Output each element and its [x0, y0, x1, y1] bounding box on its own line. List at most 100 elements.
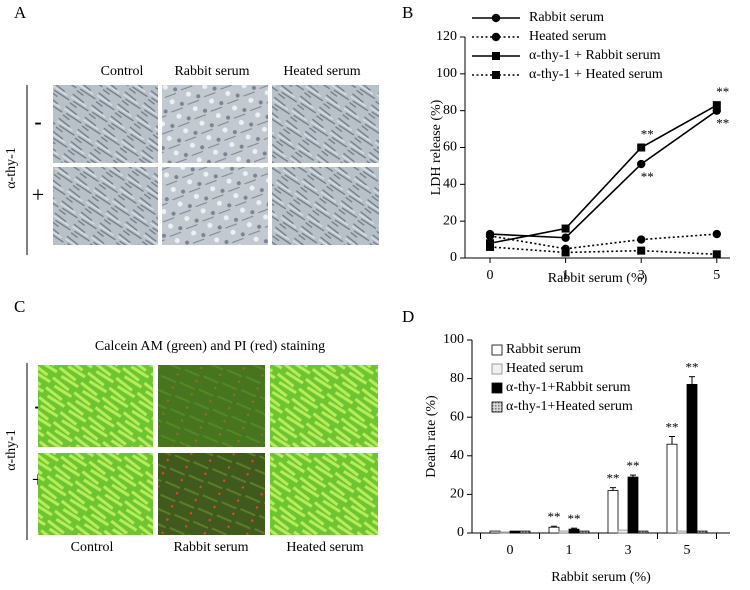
x-axis-label: Rabbit serum (%)	[548, 271, 648, 286]
micrograph	[38, 453, 153, 535]
row-label: -	[34, 109, 41, 134]
column-label: Heated serum	[286, 540, 363, 555]
marker	[637, 159, 646, 169]
micrograph	[38, 365, 153, 447]
micrograph	[53, 85, 158, 163]
significance: **	[716, 84, 729, 99]
marker	[637, 246, 646, 255]
legend-label: Heated serum	[506, 361, 583, 376]
legend-swatch	[491, 401, 503, 413]
legend-marker	[492, 71, 500, 79]
bar	[686, 383, 698, 534]
x-axis-label: Rabbit serum (%)	[551, 570, 651, 585]
line	[489, 104, 718, 245]
column-label: Rabbit serum	[174, 64, 249, 79]
x-tick-label: 5	[684, 543, 691, 558]
column-label: Heated serum	[283, 64, 360, 79]
bar	[509, 530, 521, 534]
x-tick-label: 3	[638, 268, 645, 283]
bar	[637, 530, 649, 534]
panel-letter: B	[402, 3, 413, 22]
y-tick-label: 40	[450, 448, 464, 463]
legend-marker	[491, 13, 501, 23]
y-tick-label: 100	[443, 332, 464, 347]
y-axis-label: LDH release (%)	[429, 99, 444, 195]
micrograph	[162, 167, 268, 245]
micrograph	[270, 453, 378, 535]
y-tick-label: 0	[450, 250, 457, 265]
bar	[627, 476, 639, 534]
legend-label: α-thy-1+Rabbit serum	[506, 380, 631, 395]
marker	[712, 101, 721, 110]
significance: **	[607, 471, 620, 486]
y-axis-label: Death rate (%)	[424, 395, 439, 478]
marker	[637, 235, 646, 244]
significance: **	[641, 126, 654, 141]
row-axis-label: α-thy-1	[4, 147, 19, 189]
y-tick-label: 60	[443, 140, 457, 155]
marker	[561, 224, 570, 233]
legend-label: α-thy-1+Heated serum	[506, 399, 633, 414]
marker	[485, 231, 495, 241]
legend-swatch	[491, 382, 503, 394]
y-tick-label: 60	[450, 409, 464, 424]
significance: **	[548, 509, 561, 524]
micrograph	[270, 365, 378, 447]
y-tick-label: 40	[443, 177, 457, 192]
column-label: Rabbit serum	[173, 540, 248, 555]
legend-marker	[491, 32, 501, 42]
legend-swatch	[491, 363, 503, 375]
significance: **	[686, 360, 699, 375]
column-label: Control	[101, 64, 144, 79]
panel-letter: C	[14, 297, 25, 316]
line	[489, 233, 717, 250]
legend-swatch	[491, 344, 503, 356]
marker	[712, 250, 721, 259]
bar	[568, 528, 580, 534]
bar	[676, 530, 688, 534]
significance: **	[627, 458, 640, 473]
panel-title: Calcein AM (green) and PI (red) staining	[95, 339, 325, 354]
micrograph	[272, 167, 379, 245]
significance: **	[568, 511, 581, 526]
bar	[578, 530, 590, 534]
y-tick-label: 20	[450, 487, 464, 502]
y-tick-label: 80	[450, 371, 464, 386]
x-tick-label: 5	[713, 268, 720, 283]
row-label: +	[32, 182, 44, 207]
micrograph	[162, 85, 268, 163]
legend-label: Rabbit serum	[529, 10, 604, 25]
significance: **	[666, 419, 679, 434]
legend-label: α-thy-1 + Rabbit serum	[529, 48, 661, 63]
micrograph-overlay	[158, 365, 265, 447]
significance: **	[716, 116, 729, 131]
micrograph	[158, 453, 265, 535]
significance: **	[641, 169, 654, 184]
x-tick-label: 1	[566, 543, 573, 558]
line	[489, 110, 718, 239]
y-tick-label: 120	[436, 29, 457, 44]
bar	[666, 443, 678, 534]
bar	[617, 529, 629, 534]
line	[489, 246, 717, 256]
micrograph	[53, 167, 158, 245]
legend-label: α-thy-1 + Heated serum	[529, 67, 663, 82]
bar	[519, 530, 531, 534]
legend-label: Rabbit serum	[506, 342, 581, 357]
x-tick-label: 3	[625, 543, 632, 558]
bar	[607, 490, 619, 534]
row-axis-label: α-thy-1	[4, 429, 19, 471]
legend-marker	[492, 52, 500, 60]
marker	[712, 229, 721, 239]
bar	[489, 530, 501, 534]
y-tick-label: 20	[443, 213, 457, 228]
marker	[561, 233, 570, 242]
x-tick-label: 1	[562, 268, 569, 283]
legend-label: Heated serum	[529, 29, 606, 44]
panel-letter: D	[402, 307, 414, 326]
bar	[558, 530, 570, 534]
bar	[499, 531, 511, 534]
marker	[561, 248, 570, 257]
y-tick-label: 0	[457, 525, 464, 540]
